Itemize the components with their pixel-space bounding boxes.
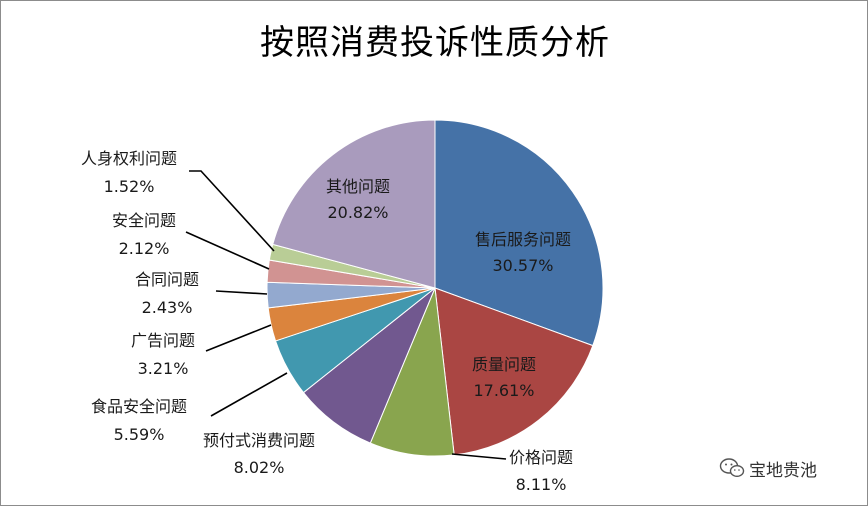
data-label-category: 合同问题 — [135, 270, 199, 289]
data-label-percent: 8.11% — [516, 475, 567, 494]
data-label-category: 预付式消费问题 — [203, 431, 315, 450]
data-label-category: 其他问题 — [326, 177, 390, 196]
data-label-percent: 2.12% — [119, 239, 170, 258]
data-label-percent: 5.59% — [114, 425, 165, 444]
leader-line — [189, 170, 275, 252]
data-label-percent: 1.52% — [104, 177, 155, 196]
data-label-percent: 20.82% — [327, 203, 388, 222]
data-label-category: 广告问题 — [131, 331, 195, 350]
leader-line — [451, 453, 507, 460]
leader-line — [215, 290, 268, 295]
leader-line — [210, 372, 288, 417]
watermark-text: 宝地贵池 — [749, 460, 817, 481]
watermark: 宝地贵池 — [719, 456, 817, 481]
pie-slice — [434, 119, 604, 347]
wechat-icon — [719, 458, 745, 478]
data-label-percent: 17.61% — [473, 381, 534, 400]
data-label-percent: 2.43% — [142, 298, 193, 317]
leader-line — [205, 324, 272, 352]
data-label-category: 价格问题 — [509, 448, 573, 467]
chart-title: 按照消费投诉性质分析 — [260, 23, 610, 63]
data-label-category: 安全问题 — [112, 211, 176, 230]
data-label-category: 售后服务问题 — [475, 230, 571, 249]
data-label-percent: 8.02% — [234, 458, 285, 477]
data-label-category: 人身权利问题 — [81, 149, 177, 168]
data-label-category: 质量问题 — [472, 355, 536, 374]
data-label-category: 食品安全问题 — [91, 397, 187, 416]
data-label-percent: 3.21% — [138, 359, 189, 378]
pie-slice — [272, 119, 436, 289]
pie-slice — [434, 287, 594, 456]
data-label-percent: 30.57% — [492, 256, 553, 275]
leader-line — [185, 231, 270, 270]
